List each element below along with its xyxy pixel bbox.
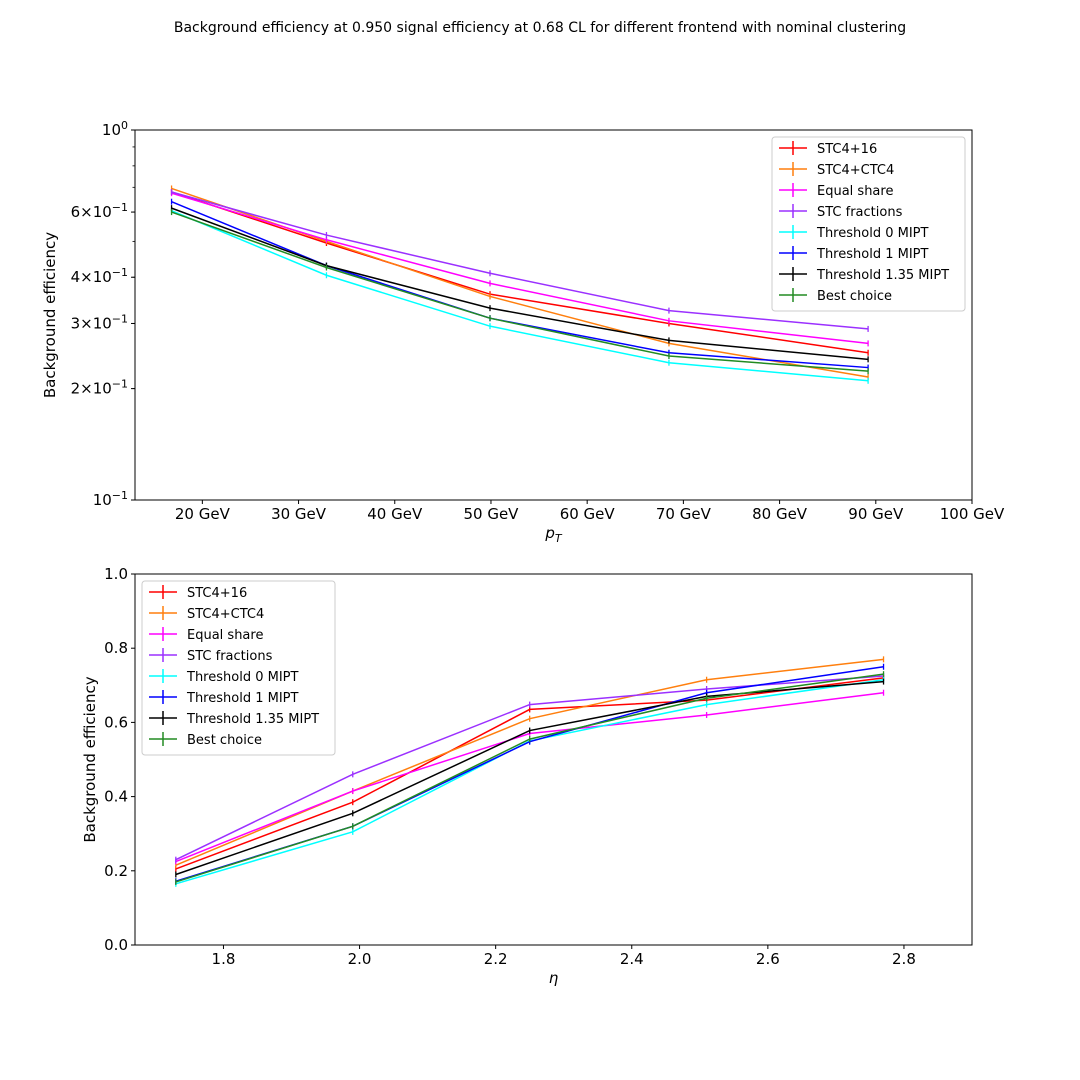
legend-box <box>771 136 966 312</box>
y-tick-label: 0.8 <box>104 639 128 657</box>
x-tick-label: 70 GeV <box>656 505 712 523</box>
legend-label: Best choice <box>187 733 262 748</box>
series-line <box>171 191 869 354</box>
y-tick-label: 2×10−1 <box>71 378 128 398</box>
figure-title: Background efficiency at 0.950 signal ef… <box>173 20 907 36</box>
legend-label: Threshold 0 MIPT <box>186 670 298 685</box>
y-tick-label: 0.0 <box>104 936 128 954</box>
legend-label: Equal share <box>817 184 893 199</box>
legend-box <box>141 580 336 756</box>
x-tick-label: 30 GeV <box>271 505 327 523</box>
plot-eta: 1.8 2.0 2.2 2.4 2.6 2.8 0.0 0.2 0.4 0.6 0.8 1.0 η Bac… <box>81 565 973 987</box>
x-tick-label: 2.6 <box>756 950 780 968</box>
x-tick-label: 2.8 <box>892 950 916 968</box>
legend-label: STC4+16 <box>817 142 877 157</box>
y-tick-label: 0.4 <box>104 788 128 806</box>
legend-label: Equal share <box>187 628 263 643</box>
x-tick-label: 50 GeV <box>463 505 519 523</box>
legend-label: Threshold 1 MIPT <box>816 247 928 262</box>
y-tick-label: 10−1 <box>93 489 128 509</box>
x-axis-label: pT <box>544 524 563 545</box>
x-tick-label: 100 GeV <box>940 505 1005 523</box>
legend-label: Best choice <box>817 289 892 304</box>
y-tick-label: 4×10−1 <box>71 266 128 286</box>
y-tick-label: 1.0 <box>104 565 128 583</box>
x-axis-label: η <box>549 969 559 987</box>
x-tick-label: 20 GeV <box>175 505 231 523</box>
y-tick-label: 3×10−1 <box>71 312 128 332</box>
legend-label: Threshold 1.35 MIPT <box>186 712 319 727</box>
legend-label: Threshold 0 MIPT <box>816 226 928 241</box>
y-tick-label: 0.6 <box>104 713 128 731</box>
axes-frame <box>134 129 973 501</box>
plot-pt: 20 GeV 30 GeV 40 GeV 50 GeV 60 GeV 70 GeV 80 G… <box>41 119 1005 545</box>
y-tick-label: 0.2 <box>104 862 128 880</box>
x-tick-label: 2.2 <box>484 950 508 968</box>
legend-label: STC4+CTC4 <box>187 607 264 622</box>
legend-label: STC4+CTC4 <box>817 163 894 178</box>
legend-label: STC fractions <box>187 649 273 664</box>
series-line <box>171 192 869 345</box>
y-axis-label: Background efficiency <box>81 676 99 842</box>
series-line <box>171 191 869 330</box>
legend-label: Threshold 1 MIPT <box>186 691 298 706</box>
x-tick-label: 80 GeV <box>752 505 808 523</box>
legend-label: STC fractions <box>817 205 903 220</box>
x-tick-label: 60 GeV <box>560 505 616 523</box>
series-line <box>171 211 869 372</box>
axes-frame <box>134 573 973 946</box>
x-tick-label: 90 GeV <box>848 505 904 523</box>
y-axis-label: Background efficiency <box>41 232 59 398</box>
legend-label: Threshold 1.35 MIPT <box>816 268 949 283</box>
x-tick-label: 40 GeV <box>367 505 423 523</box>
x-tick-label: 1.8 <box>212 950 236 968</box>
x-tick-label: 2.4 <box>620 950 644 968</box>
legend-label: STC4+16 <box>187 586 247 601</box>
series-line <box>171 210 869 382</box>
y-tick-label: 6×10−1 <box>71 201 128 221</box>
x-tick-label: 2.0 <box>348 950 372 968</box>
y-tick-label: 100 <box>102 119 128 139</box>
